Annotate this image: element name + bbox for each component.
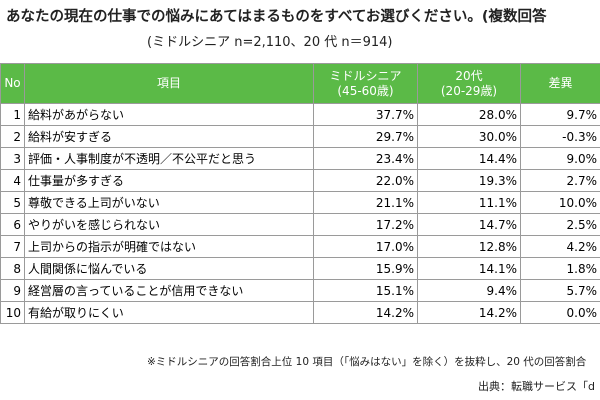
row-number: 10: [0, 301, 25, 324]
row-middle-senior-value: 15.9%: [313, 257, 418, 280]
row-diff-value: 2.5%: [520, 213, 600, 236]
table-row: 9 経営層の言っていることが信用できない 15.1% 9.4% 5.7%: [0, 279, 600, 302]
row-twenties-value: 28.0%: [417, 103, 521, 126]
row-item: 経営層の言っていることが信用できない: [24, 279, 314, 302]
row-item: 給料があがらない: [24, 103, 314, 126]
footnote: ※ミドルシニアの回答割合上位 10 項目（「悩みはない」を除く）を抜粋し、20 …: [147, 356, 587, 368]
row-twenties-value: 14.7%: [417, 213, 521, 236]
row-twenties-value: 14.4%: [417, 147, 521, 170]
page-title: あなたの現在の仕事での悩みにあてはまるものをすべてお選びください。(複数回答: [6, 9, 547, 25]
row-item: 評価・人事制度が不透明／不公平だと思う: [24, 147, 314, 170]
row-diff-value: 2.7%: [520, 169, 600, 192]
row-item: 有給が取りにくい: [24, 301, 314, 324]
row-number: 2: [0, 125, 25, 148]
table-row: 3 評価・人事制度が不透明／不公平だと思う 23.4% 14.4% 9.0%: [0, 147, 600, 170]
table-row: 8 人間関係に悩んでいる 15.9% 14.1% 1.8%: [0, 257, 600, 280]
row-number: 7: [0, 235, 25, 258]
row-middle-senior-value: 22.0%: [313, 169, 418, 192]
table-body: 1 給料があがらない 37.7% 28.0% 9.7% 2 給料が安すぎる 29.7% 30.0…: [0, 103, 600, 324]
row-middle-senior-value: 23.4%: [313, 147, 418, 170]
table-row: 5 尊敬できる上司がいない 21.1% 11.1% 10.0%: [0, 191, 600, 214]
header-middle-senior: ミドルシニア (45-60歳): [313, 63, 418, 104]
table-header-row: No 項目 ミドルシニア (45-60歳) 20代 (20-29歳) 差異: [0, 63, 600, 104]
row-twenties-value: 14.1%: [417, 257, 521, 280]
header-twenties-age: (20-29歳): [440, 83, 498, 98]
row-number: 6: [0, 213, 25, 236]
row-item: 尊敬できる上司がいない: [24, 191, 314, 214]
row-item: 仕事量が多すぎる: [24, 169, 314, 192]
row-middle-senior-value: 21.1%: [313, 191, 418, 214]
header-twenties-label: 20代: [455, 68, 483, 83]
row-twenties-value: 11.1%: [417, 191, 521, 214]
header-middle-senior-age: (45-60歳): [337, 83, 394, 98]
row-twenties-value: 19.3%: [417, 169, 521, 192]
source-credit: 出典：転職サービス「d: [478, 380, 595, 393]
row-middle-senior-value: 17.2%: [313, 213, 418, 236]
header-diff: 差異: [520, 63, 600, 104]
row-diff-value: 9.0%: [520, 147, 600, 170]
row-diff-value: 1.8%: [520, 257, 600, 280]
row-item: 人間関係に悩んでいる: [24, 257, 314, 280]
row-diff-value: -0.3%: [520, 125, 600, 148]
table-row: 7 上司からの指示が明確ではない 17.0% 12.8% 4.2%: [0, 235, 600, 258]
table-row: 1 給料があがらない 37.7% 28.0% 9.7%: [0, 103, 600, 126]
row-diff-value: 0.0%: [520, 301, 600, 324]
table-row: 10 有給が取りにくい 14.2% 14.2% 0.0%: [0, 301, 600, 324]
row-twenties-value: 9.4%: [417, 279, 521, 302]
row-diff-value: 10.0%: [520, 191, 600, 214]
row-middle-senior-value: 17.0%: [313, 235, 418, 258]
row-item: 上司からの指示が明確ではない: [24, 235, 314, 258]
row-diff-value: 9.7%: [520, 103, 600, 126]
row-middle-senior-value: 37.7%: [313, 103, 418, 126]
header-item: 項目: [24, 63, 314, 104]
row-number: 9: [0, 279, 25, 302]
row-number: 4: [0, 169, 25, 192]
row-twenties-value: 14.2%: [417, 301, 521, 324]
table-row: 6 やりがいを感じられない 17.2% 14.7% 2.5%: [0, 213, 600, 236]
row-diff-value: 5.7%: [520, 279, 600, 302]
row-diff-value: 4.2%: [520, 235, 600, 258]
row-twenties-value: 30.0%: [417, 125, 521, 148]
page-subtitle: (ミドルシニア n=2,110、20 代 n＝914): [147, 35, 393, 50]
row-number: 1: [0, 103, 25, 126]
row-twenties-value: 12.8%: [417, 235, 521, 258]
header-middle-senior-label: ミドルシニア: [329, 68, 402, 83]
table-row: 4 仕事量が多すぎる 22.0% 19.3% 2.7%: [0, 169, 600, 192]
row-item: やりがいを感じられない: [24, 213, 314, 236]
row-item: 給料が安すぎる: [24, 125, 314, 148]
row-number: 8: [0, 257, 25, 280]
row-number: 5: [0, 191, 25, 214]
row-middle-senior-value: 14.2%: [313, 301, 418, 324]
table-row: 2 給料が安すぎる 29.7% 30.0% -0.3%: [0, 125, 600, 148]
header-twenties: 20代 (20-29歳): [417, 63, 521, 104]
row-middle-senior-value: 29.7%: [313, 125, 418, 148]
row-middle-senior-value: 15.1%: [313, 279, 418, 302]
row-number: 3: [0, 147, 25, 170]
header-no: No: [0, 63, 25, 104]
